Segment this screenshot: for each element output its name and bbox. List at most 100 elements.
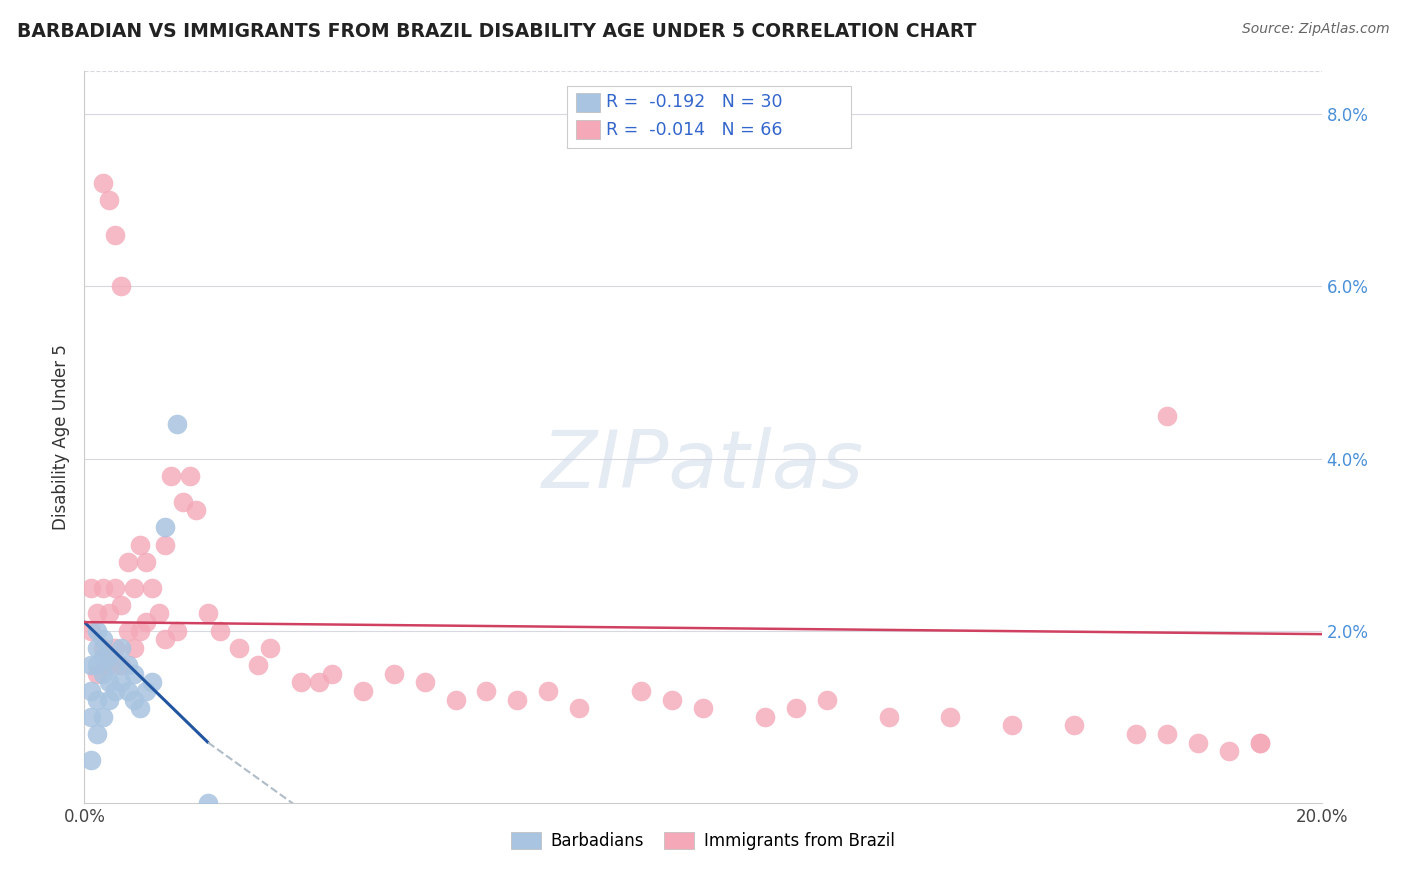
Point [98, 692, 121, 706]
Point [506, 692, 529, 706]
Point [1156, 727, 1178, 741]
Point [91, 176, 114, 190]
Point [110, 658, 132, 673]
Point [122, 692, 145, 706]
Point [91, 632, 114, 647]
Point [1063, 718, 1085, 732]
Point [166, 417, 188, 432]
Point [86, 624, 108, 638]
Point [104, 640, 127, 655]
Point [209, 624, 232, 638]
Point [1218, 744, 1240, 758]
Point [86, 666, 108, 681]
Point [160, 468, 183, 483]
Point [110, 640, 132, 655]
Point [129, 538, 152, 552]
Point [1187, 735, 1209, 749]
Point [172, 494, 194, 508]
Point [661, 692, 683, 706]
Point [352, 684, 374, 698]
Point [568, 701, 591, 715]
Point [98, 675, 121, 690]
Point [79, 710, 101, 724]
FancyBboxPatch shape [575, 94, 600, 112]
Point [117, 555, 139, 569]
Point [692, 701, 714, 715]
Point [79, 658, 101, 673]
Point [91, 710, 114, 724]
Point [939, 710, 962, 724]
Point [877, 710, 900, 724]
Point [104, 684, 127, 698]
Text: Source: ZipAtlas.com: Source: ZipAtlas.com [1241, 22, 1389, 37]
Point [153, 632, 176, 647]
Point [129, 624, 152, 638]
Point [117, 658, 139, 673]
Point [321, 666, 343, 681]
Legend: Barbadians, Immigrants from Brazil: Barbadians, Immigrants from Brazil [505, 825, 901, 856]
Text: BARBADIAN VS IMMIGRANTS FROM BRAZIL DISABILITY AGE UNDER 5 CORRELATION CHART: BARBADIAN VS IMMIGRANTS FROM BRAZIL DISA… [17, 22, 976, 41]
Point [91, 666, 114, 681]
Point [135, 684, 157, 698]
Point [1249, 735, 1271, 749]
Point [98, 658, 121, 673]
Point [117, 624, 139, 638]
Point [290, 675, 312, 690]
Point [117, 684, 139, 698]
Point [86, 607, 108, 621]
Point [630, 684, 652, 698]
Point [1156, 409, 1178, 423]
Point [141, 675, 163, 690]
Point [86, 727, 108, 741]
Point [166, 624, 188, 638]
Point [91, 640, 114, 655]
Point [197, 796, 219, 810]
Point [259, 640, 281, 655]
Point [153, 520, 176, 534]
Point [122, 666, 145, 681]
Point [179, 468, 201, 483]
Point [184, 503, 207, 517]
Text: R =  -0.014   N = 66: R = -0.014 N = 66 [606, 120, 783, 138]
Point [122, 581, 145, 595]
Text: ZIPatlas: ZIPatlas [541, 427, 865, 506]
Point [308, 675, 330, 690]
Point [86, 692, 108, 706]
Text: R =  -0.192   N = 30: R = -0.192 N = 30 [606, 94, 783, 112]
Point [110, 279, 132, 293]
Point [148, 607, 170, 621]
Point [815, 692, 838, 706]
Point [129, 701, 152, 715]
Point [98, 607, 121, 621]
Point [413, 675, 436, 690]
Point [475, 684, 498, 698]
Point [122, 640, 145, 655]
Point [246, 658, 269, 673]
Point [1249, 735, 1271, 749]
Point [104, 581, 127, 595]
Point [153, 538, 176, 552]
Point [382, 666, 405, 681]
Point [79, 684, 101, 698]
Point [754, 710, 776, 724]
Point [110, 675, 132, 690]
Point [1125, 727, 1147, 741]
Point [197, 607, 219, 621]
FancyBboxPatch shape [567, 86, 852, 148]
Point [79, 624, 101, 638]
Point [98, 649, 121, 664]
Point [86, 658, 108, 673]
Point [91, 649, 114, 664]
Point [110, 598, 132, 612]
Point [141, 581, 163, 595]
Y-axis label: Disability Age Under 5: Disability Age Under 5 [52, 344, 70, 530]
Point [135, 615, 157, 629]
Point [785, 701, 807, 715]
Point [104, 658, 127, 673]
Point [86, 640, 108, 655]
Point [444, 692, 467, 706]
Point [98, 194, 121, 208]
Point [135, 555, 157, 569]
FancyBboxPatch shape [575, 120, 600, 138]
Point [228, 640, 250, 655]
